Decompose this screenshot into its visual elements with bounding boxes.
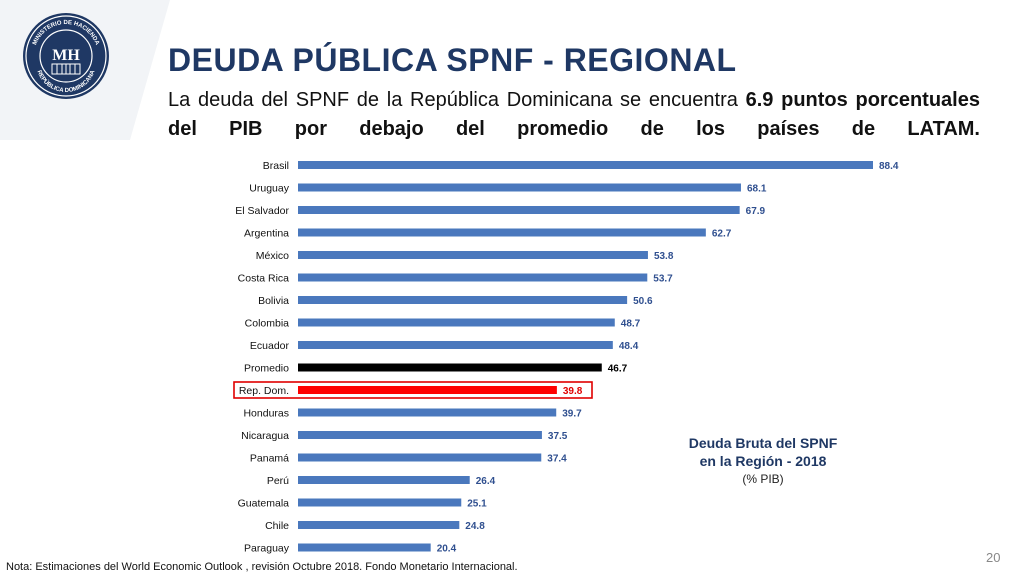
ministry-logo: MINISTERIO DE HACIENDA REPÚBLICA DOMINIC… <box>23 13 109 99</box>
value-label: 88.4 <box>879 161 899 172</box>
page-subtitle: La deuda del SPNF de la República Domini… <box>168 86 980 144</box>
bar <box>298 183 741 192</box>
bar <box>298 453 542 462</box>
category-label: Argentina <box>244 228 289 240</box>
bar <box>298 296 628 304</box>
subtitle-text: La deuda del SPNF de la República Domini… <box>168 89 746 111</box>
value-label: 26.4 <box>476 476 496 487</box>
bar <box>298 408 557 417</box>
value-label: 67.9 <box>746 206 766 217</box>
value-label: 48.7 <box>621 319 641 330</box>
bar <box>298 476 470 484</box>
chart-title-line1: Deuda Bruta del SPNF <box>688 435 838 451</box>
category-label: Panamá <box>250 453 289 465</box>
value-label: 50.6 <box>633 296 653 307</box>
category-label: Promedio <box>244 363 289 375</box>
category-label: El Salvador <box>235 205 289 217</box>
bar <box>298 251 648 259</box>
value-label: 48.4 <box>619 341 639 352</box>
bar <box>298 206 740 214</box>
value-label: 24.8 <box>465 521 485 532</box>
value-label: 25.1 <box>467 499 487 510</box>
bar <box>298 431 542 439</box>
chart-title-line2: en la Región - 2018 <box>699 453 827 469</box>
page-title: DEUDA PÚBLICA SPNF - REGIONAL <box>168 42 737 78</box>
category-label: Honduras <box>243 408 289 420</box>
category-label: Rep. Dom. <box>239 385 289 397</box>
category-label: Colombia <box>245 318 290 330</box>
page-number: 20 <box>986 550 1001 565</box>
category-label: Costa Rica <box>238 273 290 285</box>
bar <box>298 386 557 394</box>
category-label: Bolivia <box>258 295 289 307</box>
value-label: 46.7 <box>608 364 628 375</box>
chart-caption: Deuda Bruta del SPNF en la Región - 2018… <box>660 434 866 488</box>
bar <box>298 273 648 282</box>
category-label: Perú <box>267 475 289 487</box>
chart-unit-label: (% PIB) <box>742 472 784 486</box>
bar <box>298 161 873 169</box>
category-label: Ecuador <box>250 340 290 352</box>
value-label: 53.8 <box>654 251 674 262</box>
bar <box>298 318 615 327</box>
footnote: Nota: Estimaciones del World Economic Ou… <box>6 561 518 573</box>
category-label: México <box>256 250 289 262</box>
category-label: Nicaragua <box>241 430 289 442</box>
bar <box>298 228 706 237</box>
value-label: 53.7 <box>653 274 673 285</box>
subtitle-highlight: 6.9 puntos porcentuales del PIB por deba… <box>168 89 980 140</box>
bar <box>298 363 602 372</box>
bar <box>298 498 462 507</box>
value-label: 39.7 <box>562 409 582 420</box>
value-label: 37.4 <box>547 454 567 465</box>
value-label: 62.7 <box>712 229 732 240</box>
value-label: 20.4 <box>437 544 457 555</box>
category-label: Uruguay <box>249 183 289 195</box>
category-label: Chile <box>265 520 289 532</box>
bar <box>298 521 460 529</box>
value-label: 37.5 <box>548 431 568 442</box>
highlight-box <box>233 381 593 399</box>
category-label: Brasil <box>263 160 289 172</box>
debt-bar-chart: Brasil 88.4 Uruguay 68.1 El Salvador 67.9 Arge… <box>233 160 899 555</box>
bar <box>298 341 613 349</box>
bar <box>298 543 431 552</box>
category-label: Paraguay <box>244 543 290 555</box>
value-label: 68.1 <box>747 184 767 195</box>
value-label: 39.8 <box>563 386 583 397</box>
logo-monogram: MH <box>52 47 80 64</box>
category-label: Guatemala <box>238 498 290 510</box>
